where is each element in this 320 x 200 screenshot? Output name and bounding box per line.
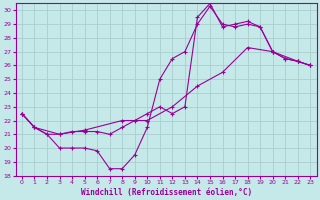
X-axis label: Windchill (Refroidissement éolien,°C): Windchill (Refroidissement éolien,°C) <box>81 188 252 197</box>
